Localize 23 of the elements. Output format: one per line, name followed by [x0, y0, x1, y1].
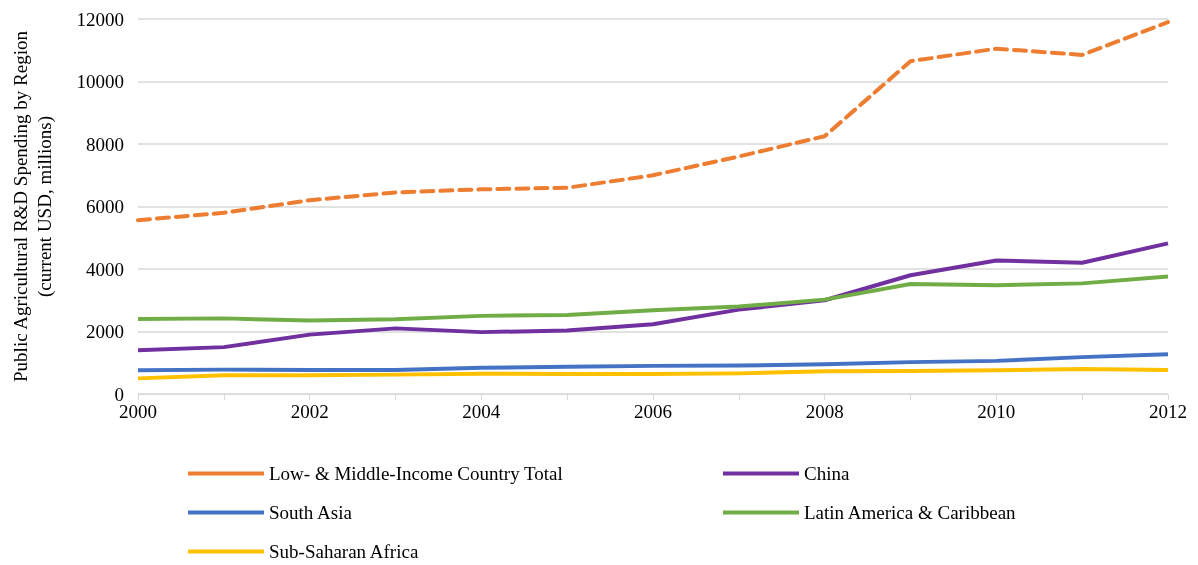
line-series: [136, 352, 1170, 373]
y-tick-label: 8000: [86, 133, 124, 155]
legend-label: China: [804, 463, 850, 484]
y-axis-title: Public Agricultural R&D Spending by Region (current USD, millions): [9, 30, 56, 382]
legend-label: Low- & Middle-Income Country Total: [269, 463, 563, 484]
x-tick-label: 2006: [634, 401, 672, 422]
line-series: [136, 367, 1170, 381]
legend-label: Sub-Saharan Africa: [269, 541, 419, 562]
y-tick-label: 12000: [76, 8, 124, 30]
y-tick-label: 2000: [86, 321, 124, 342]
y-tick-label: 4000: [86, 258, 124, 280]
legend-label: Latin America & Caribbean: [804, 502, 1017, 523]
legend-label: South Asia: [269, 502, 353, 523]
x-tick-label: 2012: [1149, 401, 1187, 422]
x-tick-label: 2004: [462, 401, 501, 422]
y-tick-label: 6000: [86, 196, 124, 217]
line-series: [136, 20, 1170, 223]
x-tick-label: 2008: [805, 401, 844, 422]
x-tick-label: 2010: [977, 401, 1016, 422]
line-series: [136, 274, 1170, 323]
y-tick-label: 10000: [76, 71, 124, 92]
line-series: [136, 241, 1170, 353]
x-tick-label: 2002: [290, 401, 329, 422]
